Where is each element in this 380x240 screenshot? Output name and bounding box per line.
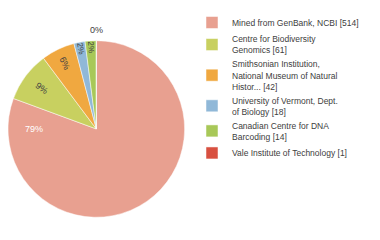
svg-text:Centre for BiodiversityGenomic: Centre for BiodiversityGenomics [61] (232, 34, 316, 55)
svg-text:0%: 0% (90, 25, 103, 35)
svg-text:2%: 2% (75, 42, 86, 55)
svg-text:Vale Institute of Technology [: Vale Institute of Technology [1] (232, 148, 347, 158)
svg-text:9%: 9% (34, 80, 50, 96)
svg-text:2%: 2% (86, 41, 96, 53)
svg-text:University of Vermont, Dept.of: University of Vermont, Dept.of Biology [… (232, 96, 338, 117)
svg-text:Mined from GenBank, NCBI [514]: Mined from GenBank, NCBI [514] (232, 18, 359, 28)
svg-text:79%: 79% (25, 124, 43, 134)
svg-text:6%: 6% (57, 55, 72, 71)
svg-text:Canadian Centre for DNABarcodi: Canadian Centre for DNABarcoding [14] (232, 121, 329, 142)
svg-text:Smithsonian Institution,Nation: Smithsonian Institution,National Museum … (232, 59, 337, 91)
